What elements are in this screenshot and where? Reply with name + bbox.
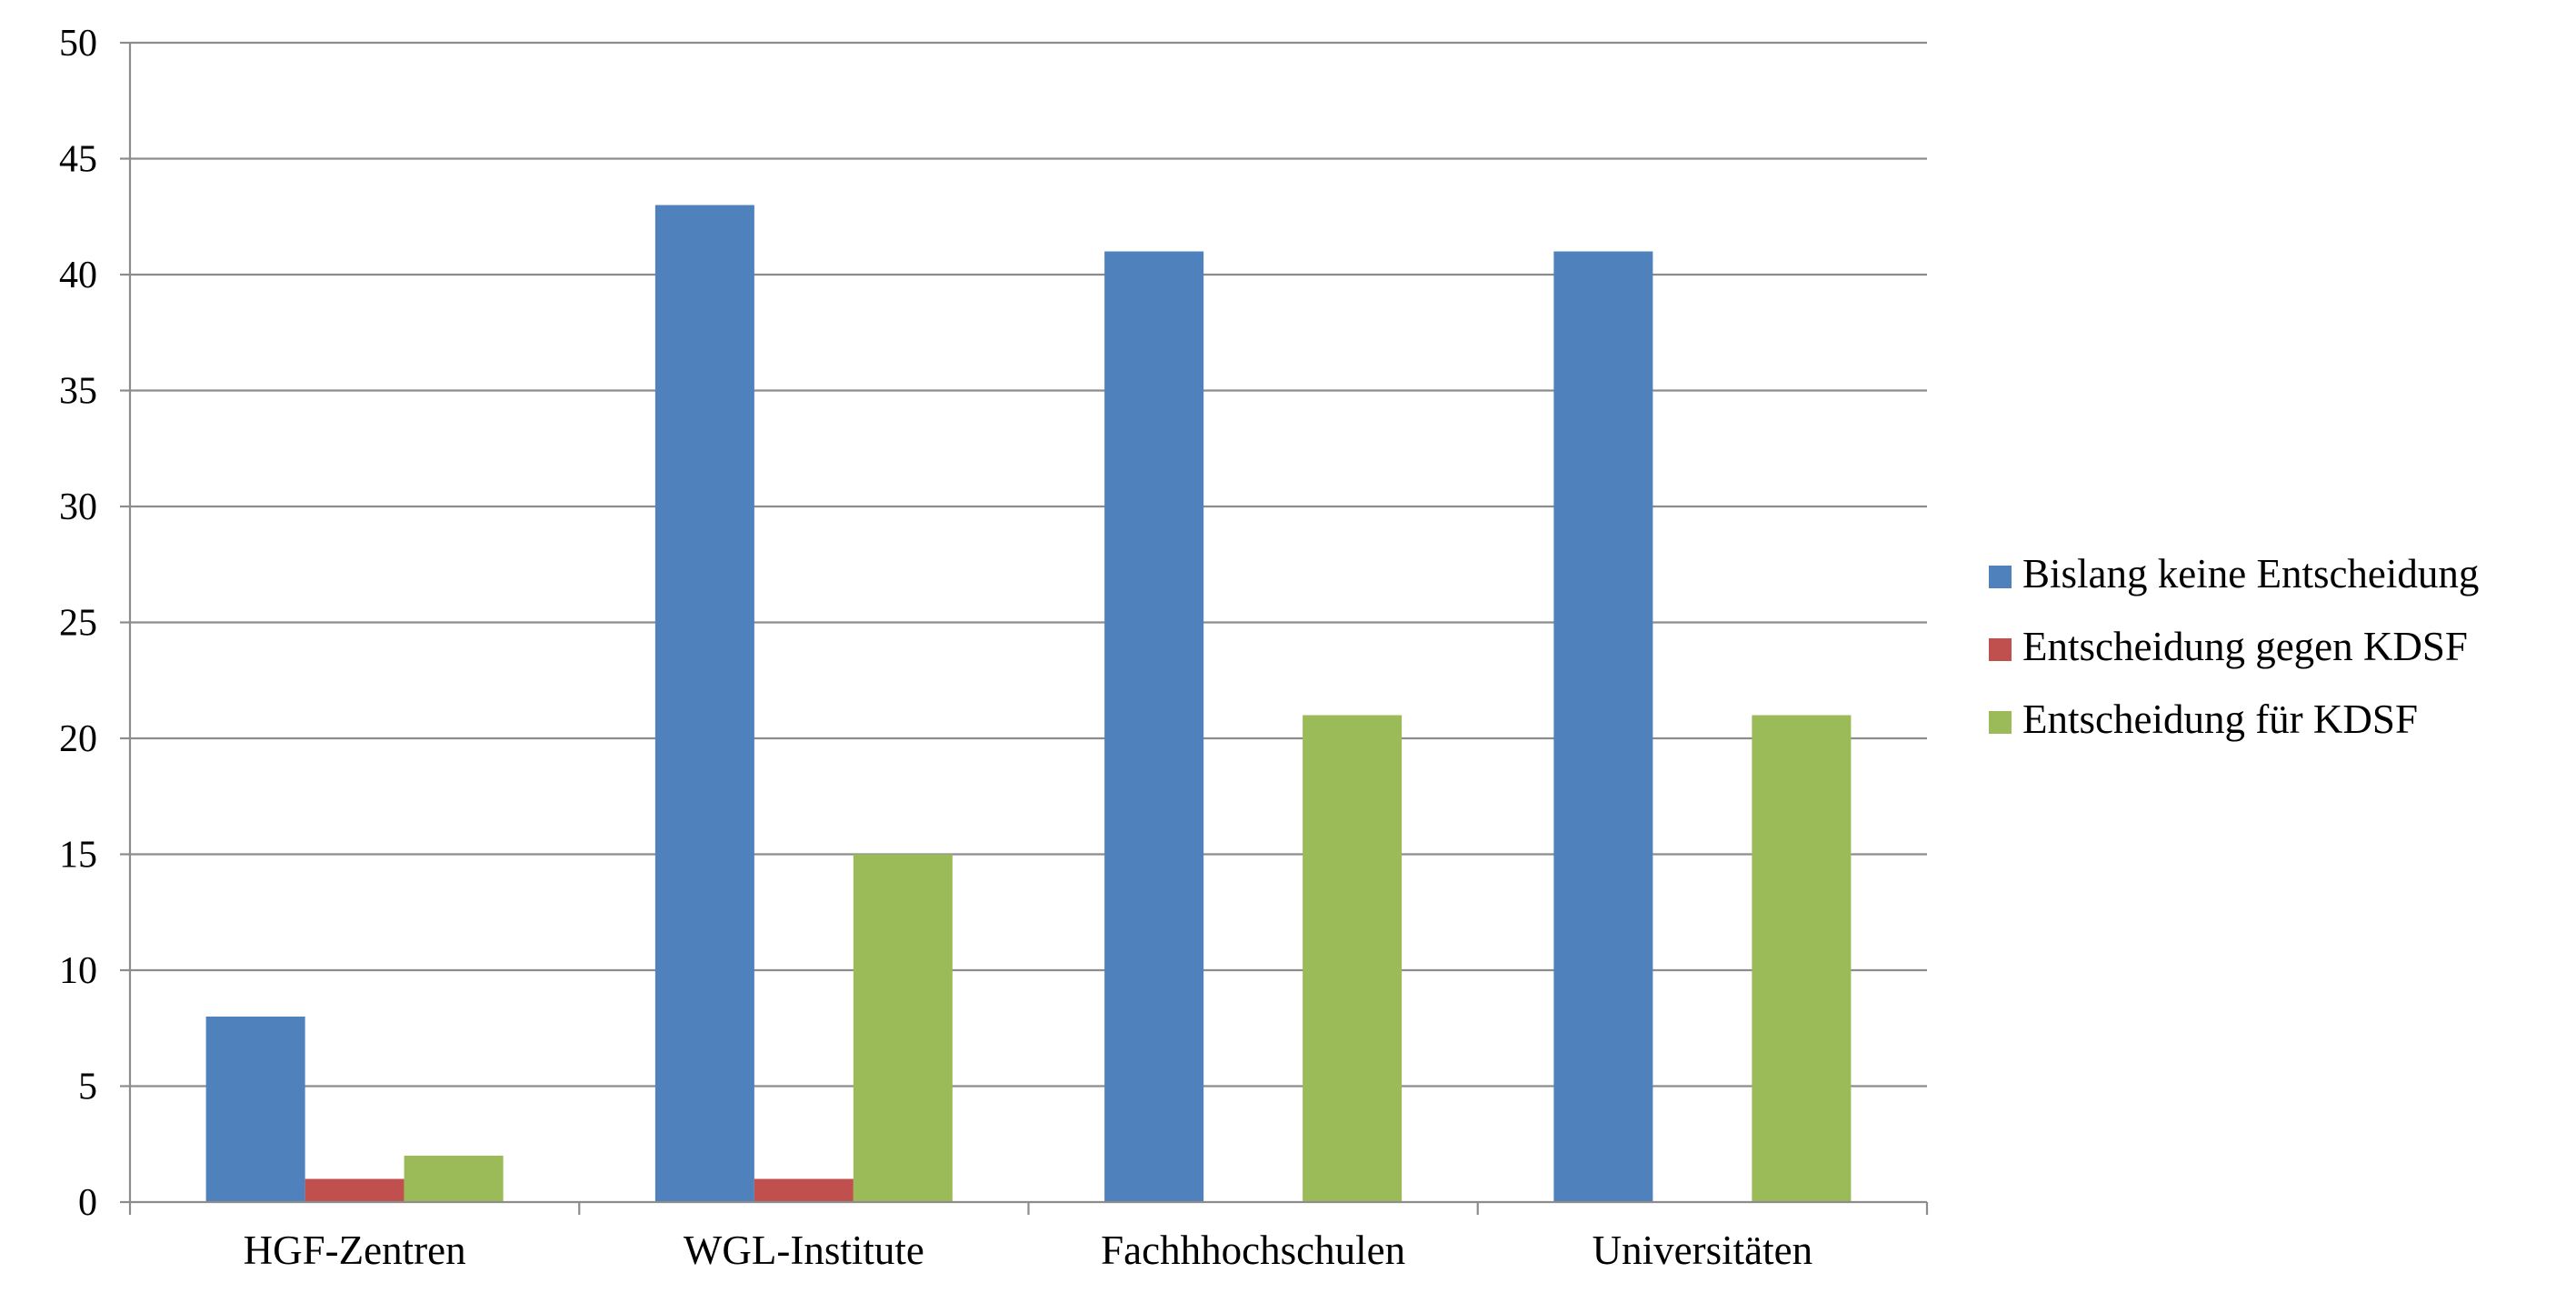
y-tick-label: 5 — [78, 1067, 97, 1108]
bar — [1303, 715, 1403, 1202]
y-tick-label: 35 — [59, 371, 97, 413]
legend-label: Entscheidung gegen KDSF — [2022, 624, 2468, 669]
y-tick-label: 25 — [59, 603, 97, 645]
bar — [1553, 251, 1653, 1202]
y-tick-label: 10 — [59, 950, 97, 992]
y-tick-label: 30 — [59, 486, 97, 528]
gridlines — [130, 41, 1927, 1088]
bar — [404, 1156, 504, 1202]
bar — [654, 205, 754, 1202]
bar — [853, 854, 953, 1202]
x-tick-label: Fachhhochschulen — [1101, 1228, 1405, 1273]
legend-swatch — [1989, 638, 2012, 661]
legend-swatch — [1989, 711, 2012, 734]
legend-label: Bislang keine Entscheidung — [2022, 551, 2479, 596]
x-tick-label: Universitäten — [1593, 1228, 1812, 1273]
legend: Bislang keine Entscheidung Entscheidung g… — [1989, 551, 2479, 742]
legend-swatch — [1989, 566, 2012, 588]
y-tick-label: 0 — [78, 1182, 97, 1224]
y-tick-label: 40 — [59, 255, 97, 296]
y-tick-label: 15 — [59, 835, 97, 877]
legend-label: Entscheidung für KDSF — [2022, 697, 2418, 742]
bar — [305, 1178, 404, 1202]
x-tick-label: WGL-Institute — [684, 1228, 924, 1273]
y-tick-label: 45 — [59, 139, 97, 181]
bar — [205, 1017, 305, 1202]
bar — [1104, 251, 1204, 1202]
axes: 0 5 10 15 20 25 30 35 40 45 50 HGF-Zentren WGL-Insti… — [59, 23, 1929, 1273]
bar — [1752, 715, 1852, 1202]
bar — [754, 1178, 854, 1202]
y-tick-label: 20 — [59, 718, 97, 760]
x-tick-label: HGF-Zentren — [244, 1228, 466, 1273]
y-tick-label: 50 — [59, 23, 97, 65]
bars — [205, 205, 1852, 1202]
